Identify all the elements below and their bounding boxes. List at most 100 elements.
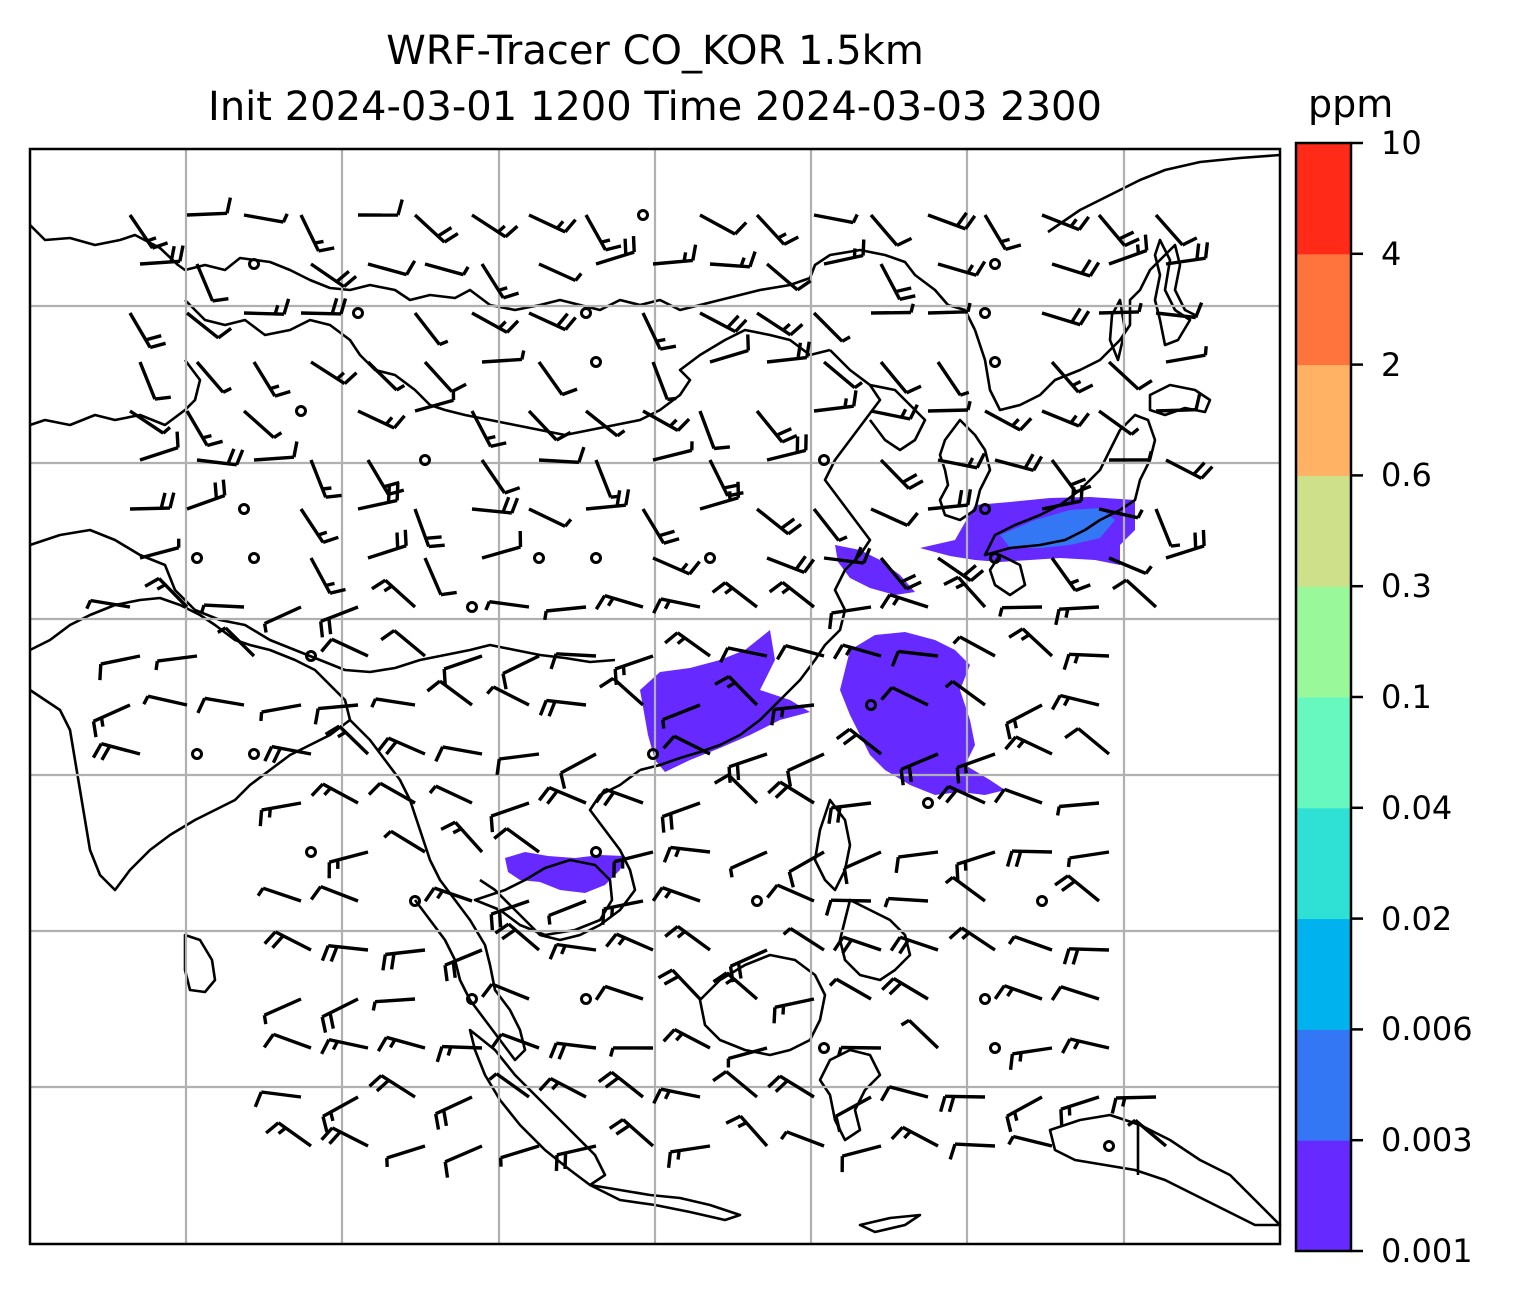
wind-barb <box>428 784 473 805</box>
coastline-luzon <box>813 798 852 892</box>
wind-barb <box>1041 307 1091 327</box>
wind-barb <box>1098 302 1143 315</box>
wind-barb <box>128 312 167 350</box>
wind-barb <box>538 1076 587 1099</box>
wind-barb <box>299 508 339 545</box>
coastline-sri-lanka <box>183 933 217 994</box>
wind-barb <box>712 971 759 1001</box>
calm-wind-marker <box>305 846 317 858</box>
wind-barb <box>357 409 406 430</box>
wind-barb <box>423 886 473 903</box>
wind-barb <box>319 605 359 638</box>
wind-barb <box>320 944 369 963</box>
wind-barb <box>443 948 483 982</box>
wind-barb <box>709 251 757 269</box>
colorbar-segment <box>1296 586 1351 698</box>
wind-barb <box>766 883 815 903</box>
coastline-gulf-thailand <box>473 858 614 937</box>
wind-barb <box>1004 735 1053 756</box>
calm-wind-marker <box>818 1042 830 1054</box>
wind-barb <box>501 654 540 690</box>
wind-barb <box>827 801 872 824</box>
wind-barb <box>698 410 731 451</box>
colorbar-segment <box>1296 697 1351 809</box>
wind-barb <box>313 703 359 725</box>
wind-barb <box>662 1027 711 1050</box>
wind-barb <box>661 703 701 729</box>
wind-barb <box>775 643 825 661</box>
colorbar-unit-label: ppm <box>1308 82 1394 126</box>
wind-barb <box>1059 1095 1100 1126</box>
colorbar-tick-label: 0.04 <box>1381 788 1453 827</box>
wind-barb <box>1041 409 1091 428</box>
wind-barb <box>262 1032 312 1050</box>
wind-barb <box>139 538 181 560</box>
wind-barb <box>321 1095 359 1133</box>
wind-barb <box>699 481 741 511</box>
wind-barb <box>1098 507 1144 520</box>
wind-barb <box>367 259 417 277</box>
wind-barb <box>196 696 245 714</box>
wind-barb <box>657 968 702 1001</box>
wind-barbs <box>85 197 1214 1178</box>
calm-wind-marker <box>590 552 602 564</box>
colorbar-tick-label: 0.3 <box>1381 567 1432 606</box>
wind-barb <box>1064 727 1111 756</box>
wind-barb <box>186 197 233 217</box>
colorbar-segment <box>1296 475 1351 587</box>
wind-barb <box>594 787 644 807</box>
wind-barb <box>488 1072 530 1099</box>
calm-wind-marker <box>647 748 659 760</box>
wind-barb <box>699 213 748 236</box>
wind-barb <box>1108 556 1153 575</box>
coastline-korea <box>938 418 992 522</box>
co-plume-region <box>640 630 810 772</box>
wind-barb <box>944 875 987 903</box>
wind-barb <box>413 508 445 549</box>
wind-barb <box>938 1094 986 1113</box>
wind-barb <box>138 361 172 401</box>
wind-barb <box>660 801 701 833</box>
wind-barb <box>324 724 370 756</box>
wind-barb <box>440 820 484 854</box>
wind-barb <box>367 781 416 805</box>
wind-barb <box>994 453 1044 473</box>
wind-barb <box>128 214 169 250</box>
wind-barb <box>549 652 597 670</box>
wind-barb <box>605 932 654 952</box>
wind-barb <box>1007 1134 1053 1148</box>
wind-barb <box>711 581 759 609</box>
wind-barb <box>955 752 996 784</box>
wind-barb <box>998 605 1043 617</box>
wind-barb <box>252 361 291 398</box>
wind-barb <box>320 1037 369 1055</box>
wind-barb <box>883 896 929 908</box>
colorbar-tick-label: 0.001 <box>1381 1232 1473 1270</box>
wind-barb <box>812 311 851 343</box>
wind-barb <box>1154 213 1198 247</box>
wind-barb <box>300 297 348 316</box>
wind-barb <box>664 925 712 952</box>
wind-barb <box>142 694 188 707</box>
wind-barb <box>842 850 882 885</box>
co-plume-core <box>1000 508 1115 548</box>
wind-barb <box>772 997 815 1024</box>
wind-barb <box>470 410 507 449</box>
wind-barb <box>139 431 180 462</box>
coastline-india <box>29 596 352 892</box>
colorbar-segment <box>1296 1029 1351 1141</box>
wind-barb <box>651 361 677 402</box>
wind-barb <box>1008 1046 1053 1070</box>
wind-barb <box>486 685 530 707</box>
wind-barb <box>879 593 929 610</box>
calm-wind-marker <box>989 356 1001 368</box>
coastline-vietnam <box>479 768 641 942</box>
wind-barb <box>927 489 973 511</box>
wind-barb <box>828 977 872 1001</box>
wind-barb <box>91 703 131 738</box>
wind-barb <box>779 1130 825 1148</box>
wind-barb <box>1155 301 1204 320</box>
colorbar <box>1294 141 1363 1253</box>
calm-wind-marker <box>580 993 592 1005</box>
wind-barb <box>713 773 759 805</box>
